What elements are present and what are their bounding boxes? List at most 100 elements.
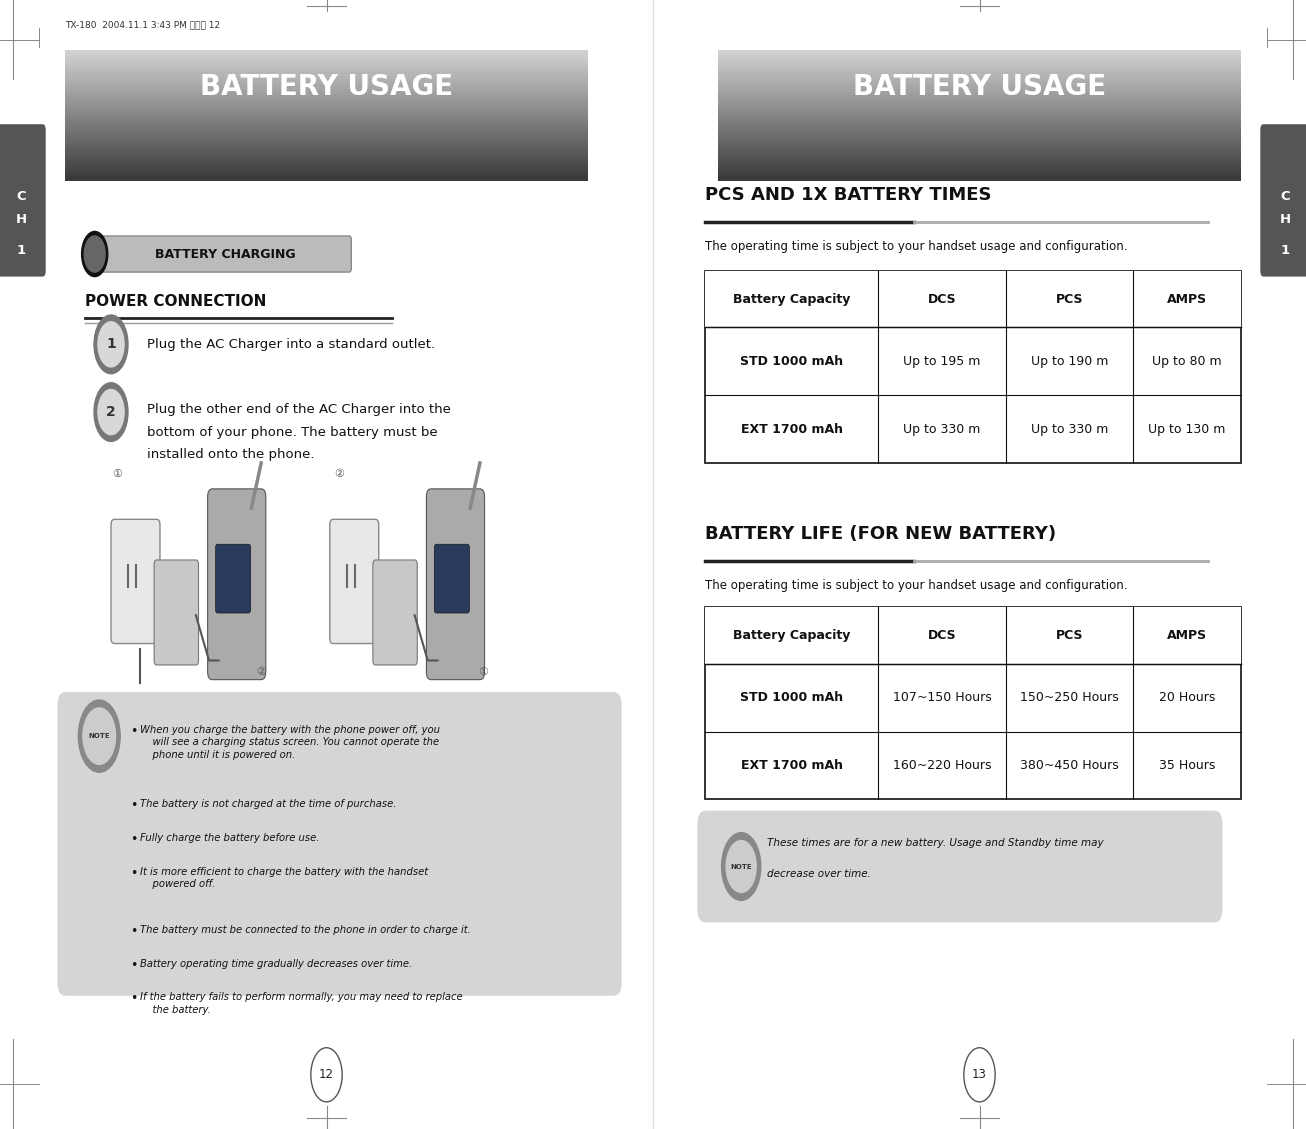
Bar — [65, 157, 588, 161]
Circle shape — [94, 383, 128, 441]
Text: BATTERY LIFE (FOR NEW BATTERY): BATTERY LIFE (FOR NEW BATTERY) — [705, 525, 1057, 543]
Circle shape — [94, 315, 128, 374]
Text: TX-180  2004.11.1 3:43 PM ペイジ 12: TX-180 2004.11.1 3:43 PM ペイジ 12 — [65, 20, 221, 29]
Text: Up to 130 m: Up to 130 m — [1148, 422, 1225, 436]
Bar — [65, 86, 588, 89]
Text: EXT 1700 mAh: EXT 1700 mAh — [741, 759, 842, 772]
Bar — [718, 150, 1241, 155]
Text: 20 Hours: 20 Hours — [1158, 691, 1215, 704]
Bar — [65, 108, 588, 113]
Bar — [65, 112, 588, 116]
Text: •: • — [131, 725, 138, 738]
Text: C: C — [1280, 190, 1290, 203]
Text: 107~150 Hours: 107~150 Hours — [892, 691, 991, 704]
Bar — [718, 141, 1241, 145]
Bar — [705, 607, 1241, 664]
Text: 380~450 Hours: 380~450 Hours — [1020, 759, 1119, 772]
Text: Battery Capacity: Battery Capacity — [733, 292, 850, 306]
Text: The battery must be connected to the phone in order to charge it.: The battery must be connected to the pho… — [141, 925, 471, 935]
Bar — [718, 86, 1241, 89]
Text: Plug the other end of the AC Charger into the: Plug the other end of the AC Charger int… — [148, 403, 451, 417]
Text: NOTE: NOTE — [89, 733, 110, 739]
Bar — [65, 138, 588, 142]
Text: 13: 13 — [972, 1068, 987, 1082]
Text: If the battery fails to perform normally, you may need to replace
    the batter: If the battery fails to perform normally… — [141, 992, 464, 1015]
Bar — [718, 50, 1241, 54]
Circle shape — [84, 236, 104, 272]
Bar — [718, 53, 1241, 58]
Bar — [718, 105, 1241, 110]
Bar — [65, 134, 588, 139]
Text: PCS AND 1X BATTERY TIMES: PCS AND 1X BATTERY TIMES — [705, 186, 991, 204]
Bar — [718, 60, 1241, 63]
Bar — [65, 82, 588, 87]
Bar — [65, 98, 588, 103]
Text: H: H — [1280, 212, 1290, 226]
Text: DCS: DCS — [927, 292, 956, 306]
Bar — [718, 131, 1241, 135]
Text: AMPS: AMPS — [1166, 629, 1207, 642]
Text: 1: 1 — [1281, 244, 1289, 257]
Circle shape — [98, 390, 124, 435]
Bar — [65, 91, 588, 96]
Bar — [718, 169, 1241, 174]
Text: The battery is not charged at the time of purchase.: The battery is not charged at the time o… — [141, 799, 397, 809]
Bar — [65, 150, 588, 155]
Circle shape — [964, 1048, 995, 1102]
Circle shape — [98, 322, 124, 367]
FancyBboxPatch shape — [1260, 124, 1306, 277]
Bar — [718, 76, 1241, 80]
Text: C: C — [16, 190, 26, 203]
Bar — [718, 79, 1241, 84]
Bar — [718, 143, 1241, 148]
Bar — [718, 147, 1241, 151]
Bar — [65, 117, 588, 122]
Bar — [705, 271, 1241, 463]
Text: It is more efficient to charge the battery with the handset
    powered off.: It is more efficient to charge the batte… — [141, 867, 428, 890]
Text: PCS: PCS — [1055, 629, 1083, 642]
Bar — [705, 271, 1241, 327]
FancyBboxPatch shape — [0, 124, 46, 277]
Bar — [718, 65, 1241, 70]
Circle shape — [726, 840, 756, 892]
Bar — [65, 124, 588, 129]
Bar — [65, 63, 588, 67]
Text: ①: ① — [478, 667, 488, 676]
Bar — [65, 121, 588, 125]
Text: Battery Capacity: Battery Capacity — [733, 629, 850, 642]
Bar — [718, 157, 1241, 161]
Text: NOTE: NOTE — [730, 864, 752, 869]
Text: •: • — [131, 992, 138, 1006]
FancyBboxPatch shape — [154, 560, 199, 665]
Bar — [65, 160, 588, 165]
Bar — [718, 95, 1241, 99]
Bar — [718, 160, 1241, 165]
Text: Fully charge the battery before use.: Fully charge the battery before use. — [141, 833, 320, 843]
Bar — [718, 72, 1241, 77]
Text: •: • — [131, 799, 138, 813]
Bar — [65, 131, 588, 135]
Circle shape — [311, 1048, 342, 1102]
Bar — [718, 176, 1241, 181]
Text: BATTERY USAGE: BATTERY USAGE — [200, 73, 453, 102]
Bar — [718, 98, 1241, 103]
Text: •: • — [131, 833, 138, 847]
Bar — [65, 102, 588, 106]
Bar — [718, 121, 1241, 125]
Text: ②: ② — [334, 470, 345, 479]
Circle shape — [81, 231, 107, 277]
Text: H: H — [16, 212, 26, 226]
Text: 2: 2 — [106, 405, 116, 419]
Bar — [65, 128, 588, 132]
Bar — [718, 166, 1241, 170]
FancyBboxPatch shape — [697, 811, 1222, 922]
FancyBboxPatch shape — [426, 489, 485, 680]
Text: ①: ① — [112, 470, 123, 479]
FancyBboxPatch shape — [111, 519, 159, 644]
Text: Up to 190 m: Up to 190 m — [1030, 355, 1107, 368]
Text: POWER CONNECTION: POWER CONNECTION — [85, 294, 266, 308]
FancyBboxPatch shape — [374, 560, 418, 665]
Text: decrease over time.: decrease over time. — [768, 869, 871, 879]
Text: Plug the AC Charger into a standard outlet.: Plug the AC Charger into a standard outl… — [148, 338, 435, 351]
Text: installed onto the phone.: installed onto the phone. — [148, 448, 315, 462]
